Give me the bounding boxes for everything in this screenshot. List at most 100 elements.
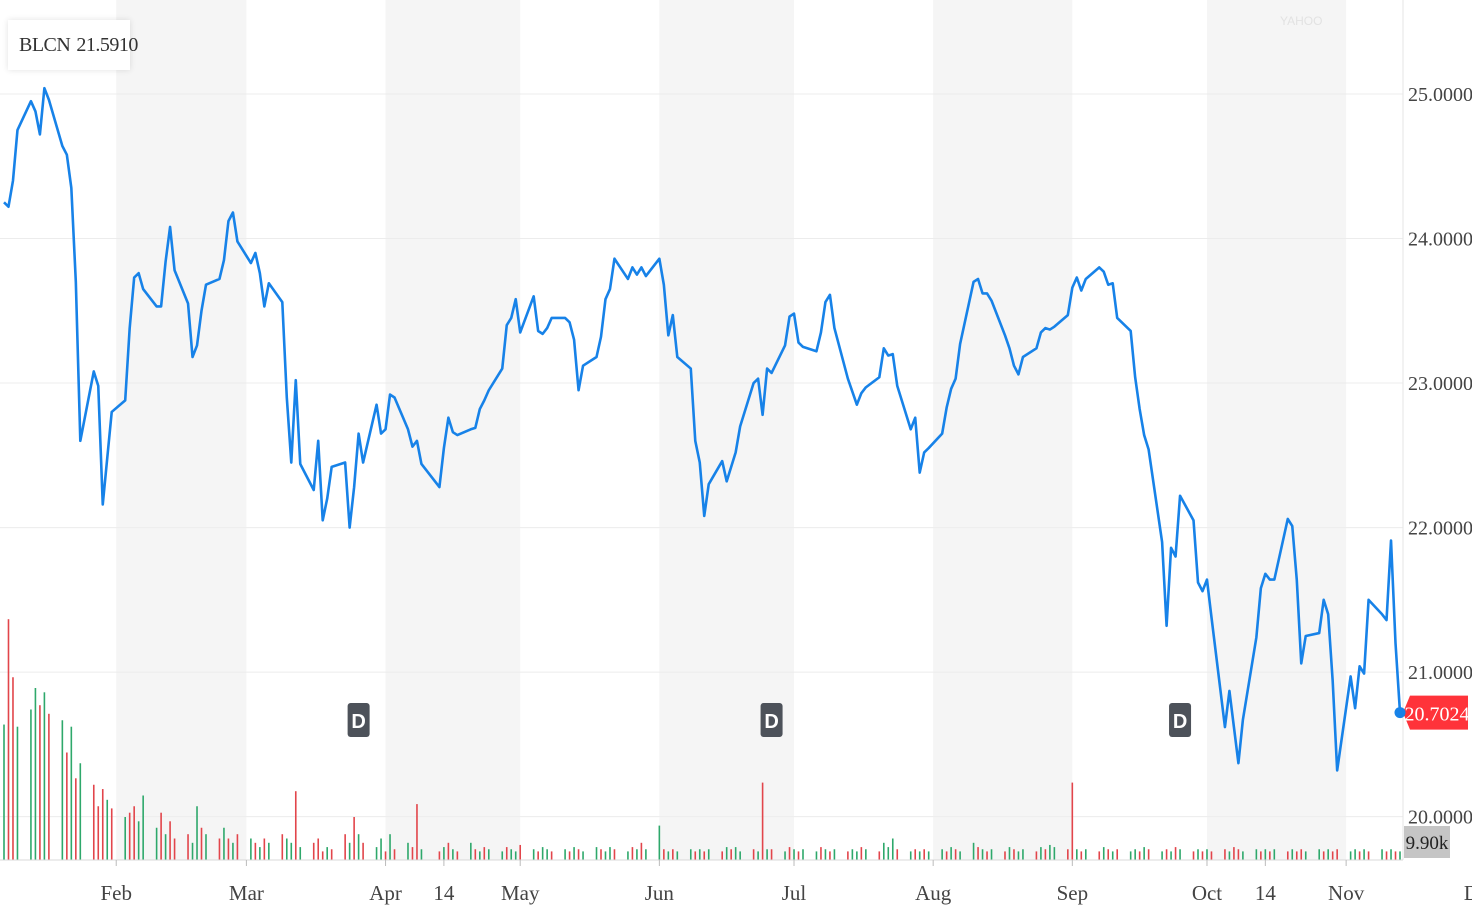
volume-bar bbox=[833, 849, 836, 860]
volume-bar bbox=[1264, 849, 1267, 860]
volume-bar bbox=[456, 851, 459, 860]
volume-bar bbox=[479, 851, 481, 860]
volume-bar bbox=[362, 842, 364, 860]
volume-bar bbox=[326, 847, 328, 860]
volume-bar bbox=[600, 849, 602, 860]
volume-bar bbox=[1291, 849, 1294, 860]
x-tick-label: Feb bbox=[100, 881, 132, 905]
volume-bar bbox=[75, 778, 77, 860]
x-tick-label: 14 bbox=[433, 881, 455, 905]
volume-bar bbox=[631, 847, 634, 860]
volume-bar bbox=[66, 752, 68, 860]
volume-tag bbox=[1404, 826, 1450, 858]
volume-bar bbox=[443, 847, 445, 860]
volume-bar bbox=[514, 851, 517, 860]
volume-bar bbox=[981, 849, 984, 860]
x-tick-label: Sep bbox=[1057, 881, 1089, 905]
volume-bar bbox=[1273, 849, 1276, 860]
volume-bar bbox=[110, 808, 113, 860]
volume-bar bbox=[375, 847, 378, 860]
volume-bar bbox=[703, 851, 706, 860]
volume-bar bbox=[1269, 851, 1271, 860]
volume-bar bbox=[815, 851, 818, 860]
volume-bar bbox=[1318, 849, 1321, 860]
volume-bar bbox=[802, 849, 804, 860]
volume-bar bbox=[734, 847, 737, 860]
volume-bar bbox=[1300, 849, 1303, 860]
volume-bar bbox=[1295, 851, 1298, 860]
volume-bar bbox=[169, 821, 171, 860]
volume-bar bbox=[945, 851, 948, 860]
volume-bar bbox=[223, 827, 225, 860]
volume-bar bbox=[1111, 851, 1114, 860]
volume-bar bbox=[384, 851, 387, 860]
volume-bar bbox=[1179, 849, 1181, 860]
dividend-marker-label: D bbox=[764, 711, 778, 733]
volume-bar bbox=[1022, 849, 1024, 860]
volume-bar bbox=[92, 784, 95, 860]
volume-bar bbox=[613, 849, 616, 860]
volume-bar bbox=[420, 849, 423, 860]
volume-bar bbox=[268, 842, 270, 860]
volume-bar bbox=[1210, 851, 1213, 860]
x-tick-label: Dec bbox=[1464, 881, 1472, 905]
volume-bar bbox=[1004, 851, 1006, 860]
volume-bar bbox=[766, 849, 768, 860]
volume-bar bbox=[1013, 849, 1015, 860]
volume-bar bbox=[407, 842, 409, 860]
volume-bar bbox=[1224, 849, 1226, 860]
volume-bar bbox=[784, 851, 786, 860]
volume-bar bbox=[954, 849, 957, 860]
volume-bar bbox=[721, 851, 723, 860]
volume-bar bbox=[164, 834, 167, 860]
volume-bar bbox=[1381, 849, 1383, 860]
volume-bar bbox=[3, 724, 5, 860]
volume-bar bbox=[1327, 849, 1329, 860]
volume-bar bbox=[1116, 849, 1119, 860]
last-price-label: 20.7024 bbox=[1405, 704, 1470, 726]
volume-bar bbox=[752, 849, 755, 860]
y-tick-label: 23.0000 bbox=[1408, 373, 1472, 395]
volume-bar bbox=[1134, 849, 1136, 860]
volume-bar bbox=[689, 849, 692, 860]
volume-bar bbox=[389, 834, 391, 860]
volume-bar bbox=[227, 838, 230, 860]
volume-bar bbox=[582, 851, 584, 860]
volume-bar bbox=[860, 847, 863, 860]
volume-bar bbox=[990, 849, 993, 860]
volume-bar bbox=[1399, 851, 1401, 860]
volume-bar bbox=[1080, 851, 1083, 860]
volume-bar bbox=[1349, 851, 1352, 860]
volume-bar bbox=[1076, 849, 1078, 860]
y-tick-label: 20.0000 bbox=[1408, 807, 1472, 829]
volume-bar bbox=[97, 806, 100, 860]
volume-bar bbox=[474, 849, 477, 860]
volume-bar bbox=[12, 677, 14, 860]
volume-bar bbox=[1017, 851, 1020, 860]
volume-bar bbox=[546, 849, 548, 860]
price-line bbox=[3, 86, 1402, 772]
volume-bar bbox=[191, 842, 194, 860]
volume-bar bbox=[1367, 851, 1370, 860]
x-axis-ticks: Feb Mar Apr 14 May Jun Jul Aug Sep Oct 14 Nov Dec bbox=[100, 860, 1472, 905]
volume-bar bbox=[205, 834, 207, 860]
volume-bar bbox=[865, 849, 867, 860]
volume-bar bbox=[797, 851, 800, 860]
month-band bbox=[116, 0, 247, 860]
volume-bar bbox=[1067, 849, 1069, 860]
volume-bar bbox=[1242, 851, 1244, 860]
volume-bar bbox=[501, 851, 504, 860]
volume-bar bbox=[856, 851, 858, 860]
volume-bar bbox=[39, 705, 41, 860]
volume-bar bbox=[142, 795, 144, 860]
legend[interactable]: BLCN 21.5910 bbox=[8, 20, 138, 70]
volume-bar bbox=[595, 847, 598, 860]
x-tick-label: Mar bbox=[229, 881, 264, 905]
dividend-marker bbox=[347, 703, 370, 737]
volume-bar bbox=[299, 847, 302, 860]
volume-bar bbox=[263, 838, 266, 860]
volume-bar bbox=[972, 842, 975, 860]
volume-bar bbox=[187, 834, 189, 860]
